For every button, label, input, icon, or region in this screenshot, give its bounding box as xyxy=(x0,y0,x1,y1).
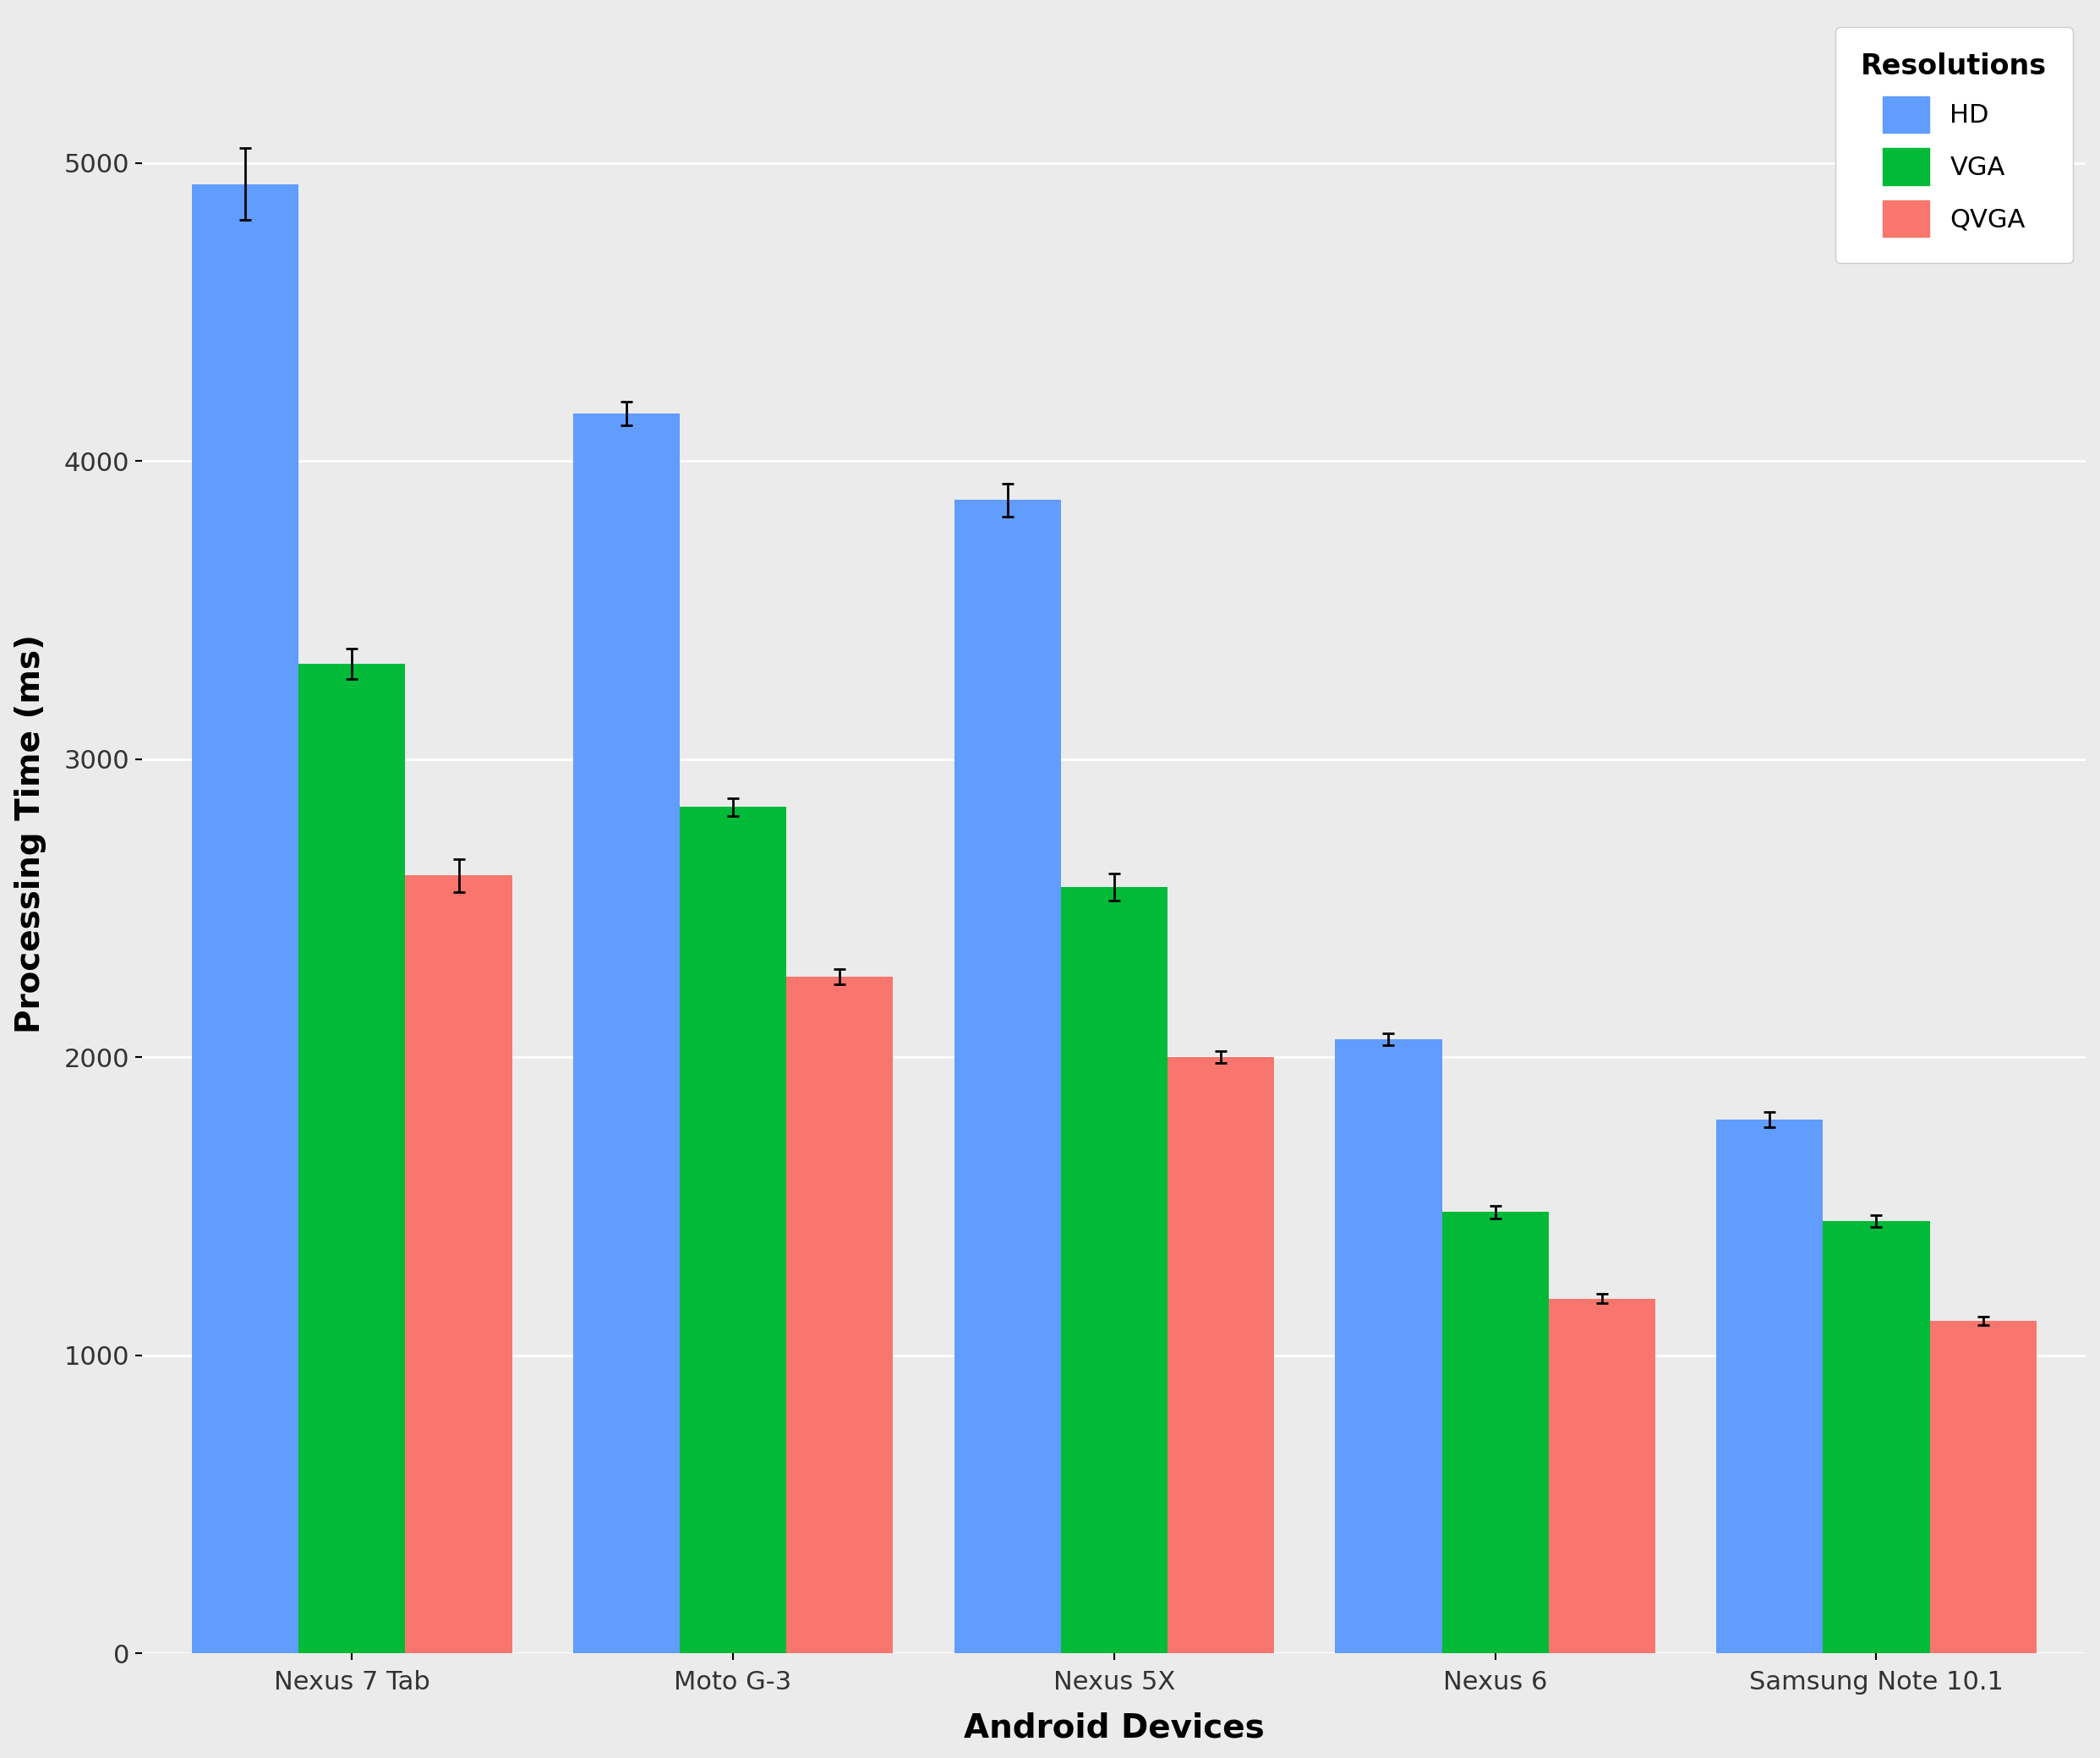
Bar xyxy=(191,185,298,1653)
Bar xyxy=(1930,1320,2037,1653)
Legend: HD, VGA, QVGA: HD, VGA, QVGA xyxy=(1835,26,2073,262)
Bar xyxy=(785,977,892,1653)
Bar xyxy=(1168,1057,1275,1653)
Bar xyxy=(953,499,1060,1653)
Bar xyxy=(680,807,785,1653)
Bar xyxy=(405,875,512,1653)
Bar xyxy=(1443,1211,1548,1653)
X-axis label: Android Devices: Android Devices xyxy=(964,1712,1264,1744)
Bar xyxy=(298,665,405,1653)
Bar xyxy=(1716,1120,1823,1653)
Bar xyxy=(1336,1039,1443,1653)
Y-axis label: Processing Time (ms): Processing Time (ms) xyxy=(15,635,46,1034)
Bar xyxy=(1548,1299,1655,1653)
Bar xyxy=(573,413,680,1653)
Bar xyxy=(1060,888,1168,1653)
Bar xyxy=(1823,1222,1930,1653)
